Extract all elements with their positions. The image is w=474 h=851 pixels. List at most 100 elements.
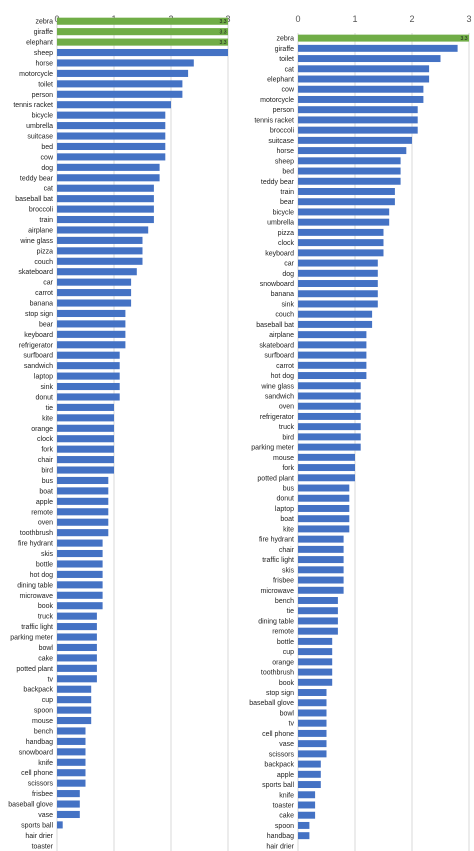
bar-refrigerator <box>57 341 126 349</box>
category-label: bus <box>42 478 54 485</box>
bar-kite <box>57 414 114 422</box>
bar-skateboard <box>298 341 367 349</box>
bar-traffic-light <box>57 623 97 631</box>
bar-chair <box>298 545 344 553</box>
bar-hot-dog <box>298 372 367 380</box>
category-label: suitcase <box>268 138 294 145</box>
category-label: baseball bat <box>15 196 53 203</box>
bar-keyboard <box>57 330 126 338</box>
category-label: horse <box>35 60 53 67</box>
bar-baseball-glove <box>298 699 327 707</box>
bar-spoon <box>298 821 310 829</box>
category-label: car <box>284 261 294 268</box>
bar-handbag <box>57 737 86 745</box>
category-label: chair <box>38 457 54 464</box>
bar-truck <box>57 612 97 620</box>
category-label: dog <box>282 271 294 278</box>
category-label: baseball bat <box>256 322 294 329</box>
category-label: traffic light <box>262 557 294 564</box>
category-label: baseball glove <box>8 802 53 809</box>
bar-bus <box>57 476 109 485</box>
category-label: potted plant <box>257 475 294 482</box>
category-label: cup <box>42 697 53 704</box>
bar-mouse <box>298 453 355 461</box>
category-label: bench <box>34 728 53 735</box>
category-label: mouse <box>32 718 53 725</box>
bar-sheep <box>298 157 401 165</box>
bar-elephant <box>298 75 430 83</box>
bar-surfboard <box>57 351 120 359</box>
bar-fire-hydrant <box>57 539 103 547</box>
bar-airplane <box>298 331 367 339</box>
category-label: bicycle <box>273 209 295 216</box>
category-label: bed <box>41 144 53 151</box>
category-label: bed <box>282 169 294 176</box>
category-label: fork <box>41 447 53 454</box>
category-label: skateboard <box>18 269 53 276</box>
category-label: hot dog <box>271 373 294 380</box>
bar-pizza <box>57 247 143 255</box>
bar-toothbrush <box>298 668 333 676</box>
left-bar-chart: 0123zebra3.3giraffe3.3elephant3.3sheepho… <box>8 14 231 851</box>
bar-vase <box>298 740 327 748</box>
category-label: zebra <box>276 36 294 43</box>
category-label: handbag <box>26 739 53 746</box>
category-label: sink <box>282 301 295 308</box>
bar-scissors <box>298 750 327 758</box>
category-label: skis <box>282 567 295 574</box>
bar-microwave <box>57 591 103 599</box>
right-bar-chart: 0 1 2 3 zebra 3.3 giraffe toilet cat elephant cow m… <box>249 14 472 851</box>
bar-bowl <box>57 643 97 652</box>
category-label: clock <box>37 436 53 443</box>
category-label: truck <box>38 614 54 621</box>
bar-cell-phone <box>298 729 327 737</box>
category-label: giraffe <box>34 29 53 36</box>
bar-cake <box>298 811 316 819</box>
bar-sink <box>57 382 120 391</box>
category-label: person <box>32 92 54 99</box>
category-label: baseball glove <box>249 700 294 707</box>
category-label: fork <box>282 465 294 472</box>
bar-bench <box>298 597 338 604</box>
category-label: remote <box>272 629 294 636</box>
x-tick-label: 0 <box>295 14 300 24</box>
category-label: hot dog <box>30 572 53 579</box>
category-label: keyboard <box>24 332 53 339</box>
category-label: cat <box>285 66 294 73</box>
bar-motorcycle <box>57 69 189 77</box>
category-label: bottle <box>36 561 53 568</box>
bar-bird <box>57 466 114 474</box>
category-label: refrigerator <box>260 414 295 421</box>
bar-remote <box>57 508 109 516</box>
bar-scissors <box>57 779 86 787</box>
bar-oven <box>57 518 109 526</box>
category-label: bowl <box>280 710 295 717</box>
category-label: book <box>279 680 295 687</box>
bar-car <box>298 259 378 267</box>
category-label: banana <box>271 291 294 298</box>
category-label: bench <box>275 598 294 605</box>
bar-potted-plant <box>57 664 97 672</box>
category-label: toothbrush <box>20 530 53 537</box>
bar-cat <box>57 184 154 192</box>
category-label: wine glass <box>19 238 53 245</box>
bar-bench <box>57 727 86 735</box>
bar-tennis-racket <box>57 101 171 109</box>
category-label: toaster <box>273 802 295 809</box>
bar-hot-dog <box>57 570 103 578</box>
category-label: donut <box>276 496 294 503</box>
x-tick-label: 1 <box>352 14 357 24</box>
bar-knife <box>298 791 316 799</box>
bar-broccoli <box>298 126 418 134</box>
bar-elephant <box>57 38 228 46</box>
bar-cup <box>298 648 333 656</box>
bar-teddy-bear <box>57 174 160 182</box>
category-label: book <box>38 603 54 610</box>
bar-skateboard <box>57 268 137 276</box>
bar-train <box>298 188 395 195</box>
bar-surfboard <box>298 351 367 359</box>
category-label: backpack <box>264 762 294 769</box>
category-label: microwave <box>261 588 295 595</box>
bar-orange <box>298 658 333 666</box>
bar-fire-hydrant <box>298 535 344 543</box>
